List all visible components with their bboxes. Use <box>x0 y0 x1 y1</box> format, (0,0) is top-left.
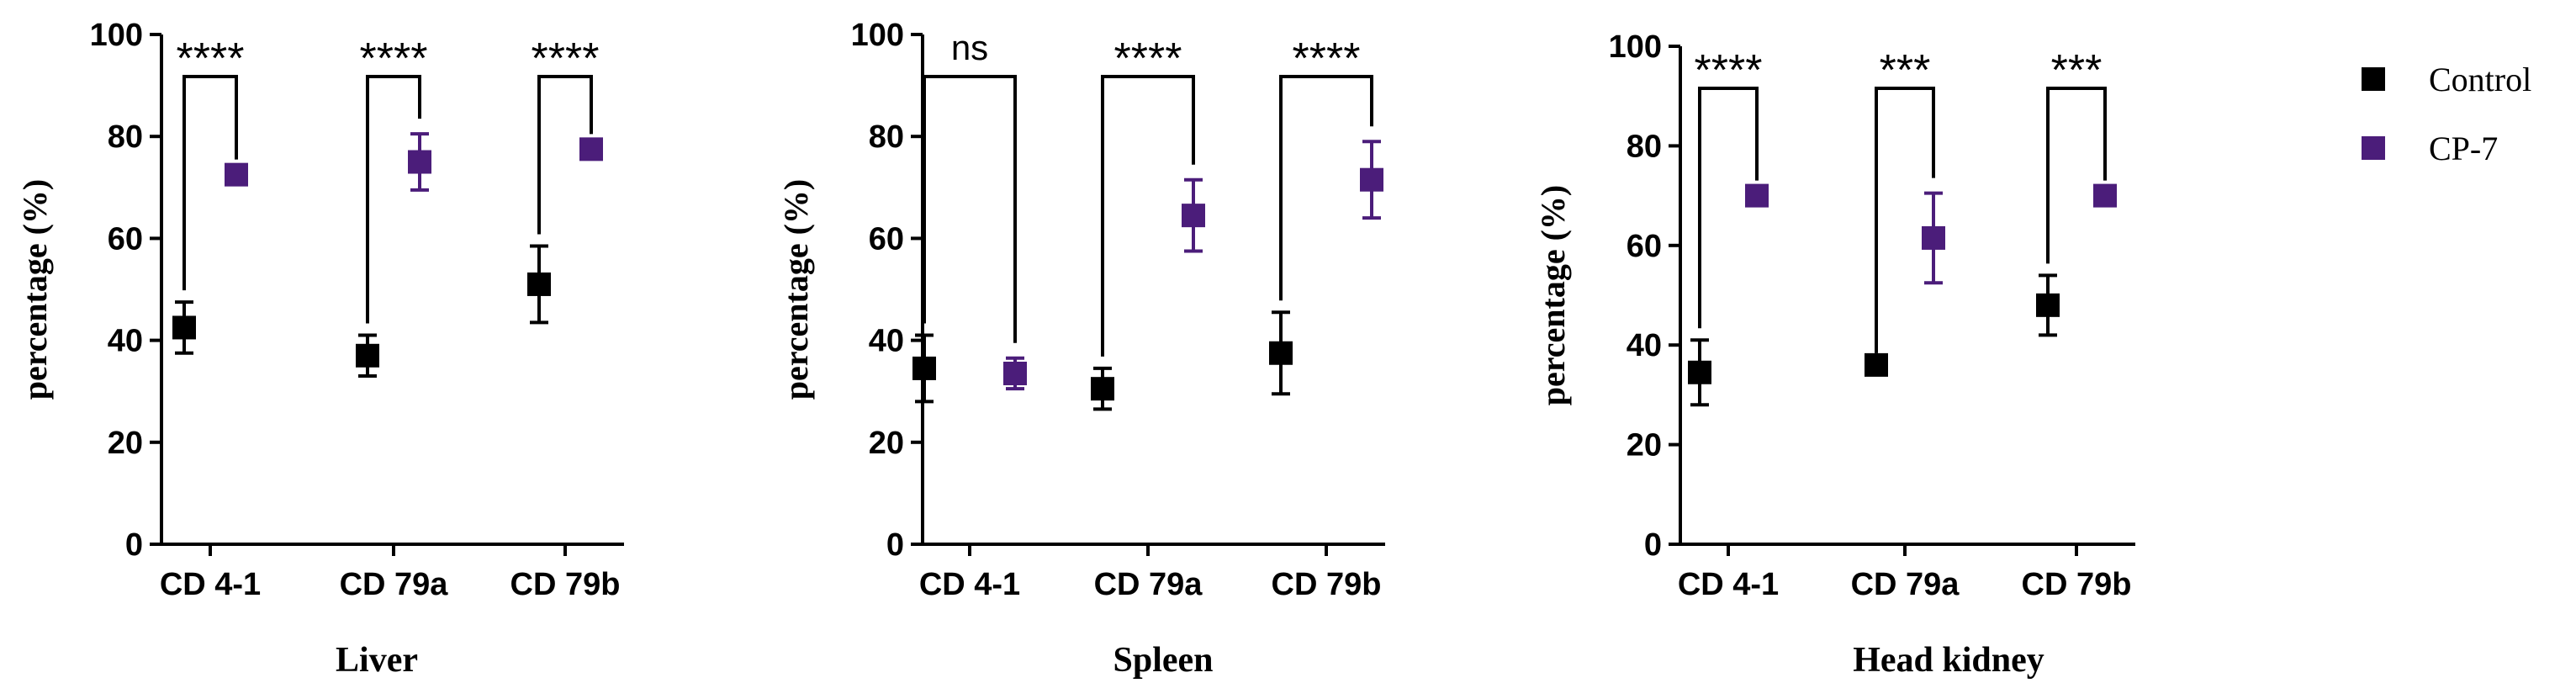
x-tick-label: CD 4-1 <box>1678 567 1779 602</box>
x-tick-label: CD 79a <box>340 567 449 602</box>
significance-bracket <box>366 75 421 324</box>
significance-bracket <box>537 75 593 235</box>
point-cp7 <box>225 162 248 187</box>
point-control <box>1269 341 1293 365</box>
point-cp7 <box>2093 183 2117 208</box>
point-control <box>1688 360 1711 384</box>
significance-label: ns <box>951 28 988 67</box>
y-tick-label: 80 <box>869 119 904 155</box>
y-axis-label: percentage (%) <box>777 179 815 400</box>
y-axis-label: percentage (%) <box>16 179 54 400</box>
chart-panel-3: 0 20 40 60 80 100 CD 4-1 CD 79a CD 79b percentage… <box>1534 29 2135 680</box>
point-control <box>2036 293 2060 317</box>
point-control <box>1865 352 1888 377</box>
y-tick-label: 40 <box>869 324 904 359</box>
x-axis-label: Liver <box>336 641 418 680</box>
significance-label: **** <box>532 34 600 83</box>
y-tick-label: 0 <box>886 527 904 563</box>
point-control <box>527 272 551 296</box>
legend-marker-cp7 <box>2362 136 2385 160</box>
significance-label: **** <box>177 34 245 83</box>
significance-bracket <box>2046 87 2107 264</box>
significance-bracket <box>1279 75 1373 301</box>
chart-panel-2: 0 20 40 60 80 100 CD 4-1 CD 79a CD 79b percentage… <box>777 18 1385 680</box>
significance-bracket <box>1875 87 1935 353</box>
y-tick-label: 100 <box>851 18 904 53</box>
point-cp7 <box>1003 361 1027 385</box>
point-cp7 <box>1182 204 1205 228</box>
y-tick-label: 0 <box>1644 527 1662 563</box>
x-axis-label: Spleen <box>1113 641 1213 680</box>
significance-label: **** <box>1114 34 1182 83</box>
y-tick-label: 20 <box>108 426 143 461</box>
point-cp7 <box>1745 183 1769 208</box>
x-tick-label: CD 79a <box>1851 567 1960 602</box>
y-tick-label: 60 <box>1627 229 1662 264</box>
x-axis-label: Head kidney <box>1853 641 2044 680</box>
significance-bracket <box>923 75 1017 343</box>
legend-marker-control <box>2362 67 2385 91</box>
y-tick-label: 100 <box>1609 29 1662 65</box>
point-cp7 <box>1360 167 1383 192</box>
chart-panel-1: 0 20 40 60 80 100 CD 4-1 CD 79a CD 79b percentage… <box>16 18 624 680</box>
x-tick-label: CD 79b <box>1272 567 1382 602</box>
x-tick-label: CD 79b <box>510 567 621 602</box>
significance-bracket <box>182 75 238 291</box>
y-tick-label: 60 <box>108 221 143 257</box>
y-tick-label: 0 <box>125 527 143 563</box>
y-tick-label: 40 <box>1627 328 1662 363</box>
significance-label: *** <box>2051 46 2103 95</box>
y-tick-label: 20 <box>1627 428 1662 463</box>
x-tick-label: CD 4-1 <box>160 567 261 602</box>
point-cp7 <box>408 150 431 174</box>
y-tick-label: 60 <box>869 221 904 257</box>
y-axis-label: percentage (%) <box>1534 185 1572 406</box>
y-tick-label: 40 <box>108 324 143 359</box>
significance-label: **** <box>1695 46 1763 95</box>
x-tick-label: CD 4-1 <box>919 567 1020 602</box>
significance-label: **** <box>1293 34 1361 83</box>
legend-label-control: Control <box>2429 61 2531 98</box>
legend: Control CP-7 <box>2362 61 2531 167</box>
y-tick-label: 20 <box>869 426 904 461</box>
point-control <box>356 343 379 368</box>
significance-bracket <box>1101 75 1195 357</box>
point-cp7 <box>579 137 603 162</box>
x-tick-label: CD 79a <box>1094 567 1203 602</box>
y-tick-label: 80 <box>108 119 143 155</box>
significance-bracket <box>1698 87 1759 329</box>
significance-label: **** <box>360 34 428 83</box>
point-control <box>912 356 936 380</box>
point-cp7 <box>1922 225 1945 250</box>
significance-label: *** <box>1880 46 1931 95</box>
point-control <box>1091 377 1114 401</box>
y-tick-label: 100 <box>90 18 143 53</box>
legend-label-cp7: CP-7 <box>2429 130 2498 167</box>
point-control <box>172 315 196 340</box>
x-tick-label: CD 79b <box>2022 567 2132 602</box>
y-tick-label: 80 <box>1627 129 1662 164</box>
